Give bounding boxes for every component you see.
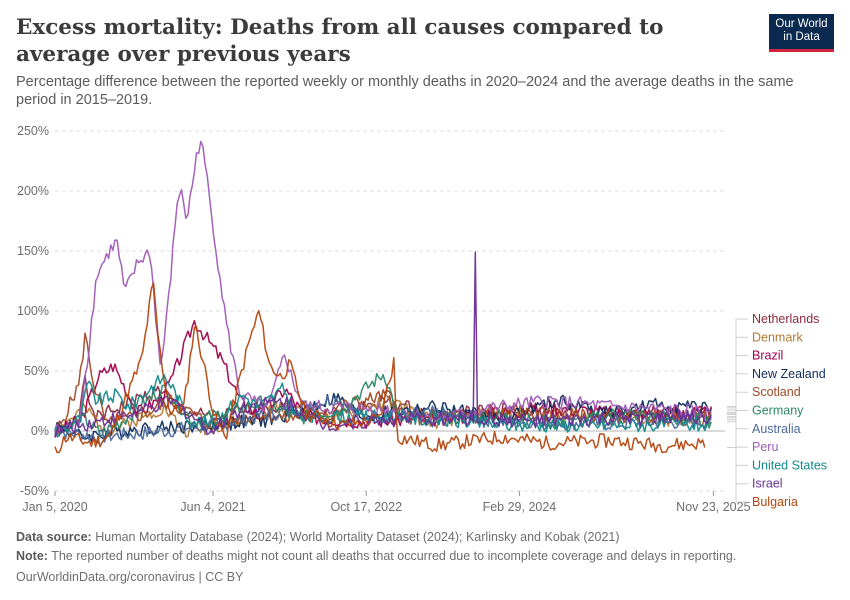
x-tick-label: Jun 4, 2021 bbox=[180, 500, 245, 514]
legend-item-new-zealand[interactable]: New Zealand bbox=[752, 367, 826, 381]
y-tick-label: 200% bbox=[17, 184, 49, 198]
legend-connector bbox=[727, 417, 748, 466]
legend: Netherlands Denmark Brazil New Zealand Scotl… bbox=[727, 312, 827, 509]
y-tick-label: 250% bbox=[17, 124, 49, 138]
x-tick-label: Feb 29, 2024 bbox=[483, 500, 557, 514]
legend-item-israel[interactable]: Israel bbox=[752, 477, 783, 491]
legend-connector bbox=[727, 391, 748, 413]
legend-item-germany[interactable]: Germany bbox=[752, 404, 804, 418]
series-line-new-zealand[interactable] bbox=[54, 392, 712, 443]
logo-line-2: in Data bbox=[783, 30, 820, 43]
series-line-israel[interactable] bbox=[54, 251, 712, 438]
grid-layer: -50% 0% 50% 100% 150% 200% 250% bbox=[17, 124, 725, 498]
x-axis: Jan 5, 2020 Jun 4, 2021 Oct 17, 2022 Feb 29… bbox=[22, 491, 751, 514]
legend-item-australia[interactable]: Australia bbox=[752, 422, 801, 436]
legend-connector bbox=[727, 416, 748, 485]
legend-item-netherlands[interactable]: Netherlands bbox=[752, 312, 819, 326]
source-url[interactable]: OurWorldinData.org/coronavirus | CC BY bbox=[16, 570, 244, 584]
chart-note: Note: The reported number of deaths migh… bbox=[16, 549, 736, 563]
chart-title: Excess mortality: Deaths from all causes… bbox=[16, 15, 664, 67]
x-tick-label: Jan 5, 2020 bbox=[22, 500, 87, 514]
y-tick-label: 150% bbox=[17, 244, 49, 258]
x-tick-label: Oct 17, 2022 bbox=[330, 500, 402, 514]
y-tick-label: 50% bbox=[24, 364, 49, 378]
data-source-text: Human Mortality Database (2024); World M… bbox=[95, 530, 620, 544]
data-source-label: Data source: bbox=[16, 530, 92, 544]
legend-item-brazil[interactable]: Brazil bbox=[752, 349, 783, 363]
series-layer bbox=[54, 140, 712, 454]
series-line-bulgaria[interactable] bbox=[54, 282, 706, 454]
legend-connector bbox=[727, 355, 748, 407]
legend-connector bbox=[727, 318, 748, 409]
legend-item-united-states[interactable]: United States bbox=[752, 458, 827, 472]
data-source: Data source: Human Mortality Database (2… bbox=[16, 530, 620, 544]
series-line-united-states[interactable] bbox=[54, 374, 712, 436]
legend-connector bbox=[727, 447, 748, 503]
legend-item-scotland[interactable]: Scotland bbox=[752, 385, 801, 399]
note-label: Note: bbox=[16, 549, 48, 563]
y-tick-label: 0% bbox=[31, 424, 49, 438]
y-tick-label: -50% bbox=[20, 484, 49, 498]
chart-subtitle: Percentage difference between the report… bbox=[16, 74, 794, 108]
legend-item-bulgaria[interactable]: Bulgaria bbox=[752, 495, 798, 509]
logo-line-1: Our World bbox=[775, 18, 828, 30]
y-tick-label: 100% bbox=[17, 304, 49, 318]
note-text: The reported number of deaths might not … bbox=[51, 549, 737, 563]
x-tick-label: Nov 23, 2025 bbox=[676, 500, 750, 514]
legend-item-denmark[interactable]: Denmark bbox=[752, 330, 803, 344]
legend-item-peru[interactable]: Peru bbox=[752, 440, 778, 454]
owid-logo[interactable]: Our World in Data bbox=[769, 14, 834, 52]
